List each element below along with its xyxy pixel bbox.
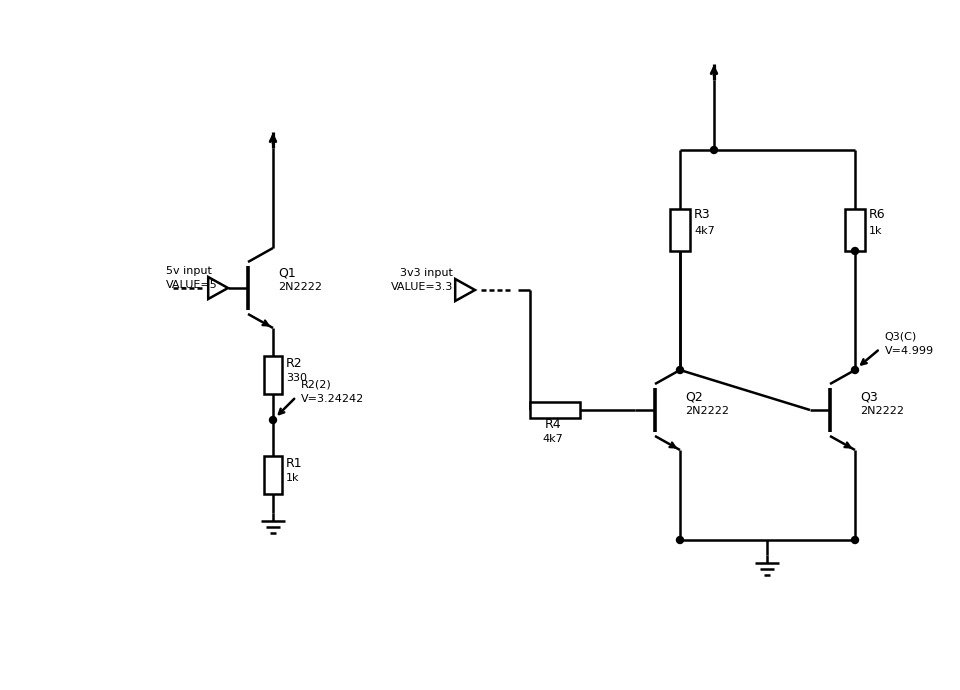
Text: R2(2): R2(2) (300, 380, 331, 390)
Text: 1k: 1k (286, 473, 300, 483)
Text: R1: R1 (286, 457, 302, 470)
Text: Q1: Q1 (278, 266, 296, 279)
Text: 4k7: 4k7 (542, 434, 564, 444)
Text: 2N2222: 2N2222 (685, 406, 729, 416)
Text: 4k7: 4k7 (694, 226, 715, 236)
Text: R4: R4 (544, 418, 562, 431)
Text: VALUE=3.3: VALUE=3.3 (391, 282, 453, 292)
Text: Q3: Q3 (860, 390, 877, 403)
Text: Q2: Q2 (685, 390, 703, 403)
Text: 5v input: 5v input (166, 266, 212, 276)
Bar (264, 456, 282, 494)
Bar (670, 209, 690, 251)
Text: R3: R3 (694, 208, 710, 221)
Text: V=3.24242: V=3.24242 (300, 393, 364, 404)
Polygon shape (455, 279, 475, 301)
Text: VALUE=5: VALUE=5 (166, 280, 218, 290)
Circle shape (677, 366, 684, 373)
Text: R6: R6 (869, 208, 886, 221)
Circle shape (710, 146, 717, 153)
Text: V=4.999: V=4.999 (884, 346, 934, 356)
Text: Q3(C): Q3(C) (884, 332, 917, 342)
Circle shape (852, 366, 858, 373)
Polygon shape (208, 277, 228, 299)
Bar (264, 356, 282, 394)
Bar (530, 402, 580, 418)
Circle shape (852, 248, 858, 255)
Text: 3v3 input: 3v3 input (400, 268, 453, 278)
Circle shape (852, 537, 858, 544)
Circle shape (677, 537, 684, 544)
Text: 2N2222: 2N2222 (860, 406, 904, 416)
Bar (845, 209, 865, 251)
Text: 330: 330 (286, 373, 307, 383)
Text: R2: R2 (286, 357, 302, 370)
Circle shape (270, 417, 276, 424)
Text: 1k: 1k (869, 226, 882, 236)
Text: 2N2222: 2N2222 (278, 282, 322, 292)
